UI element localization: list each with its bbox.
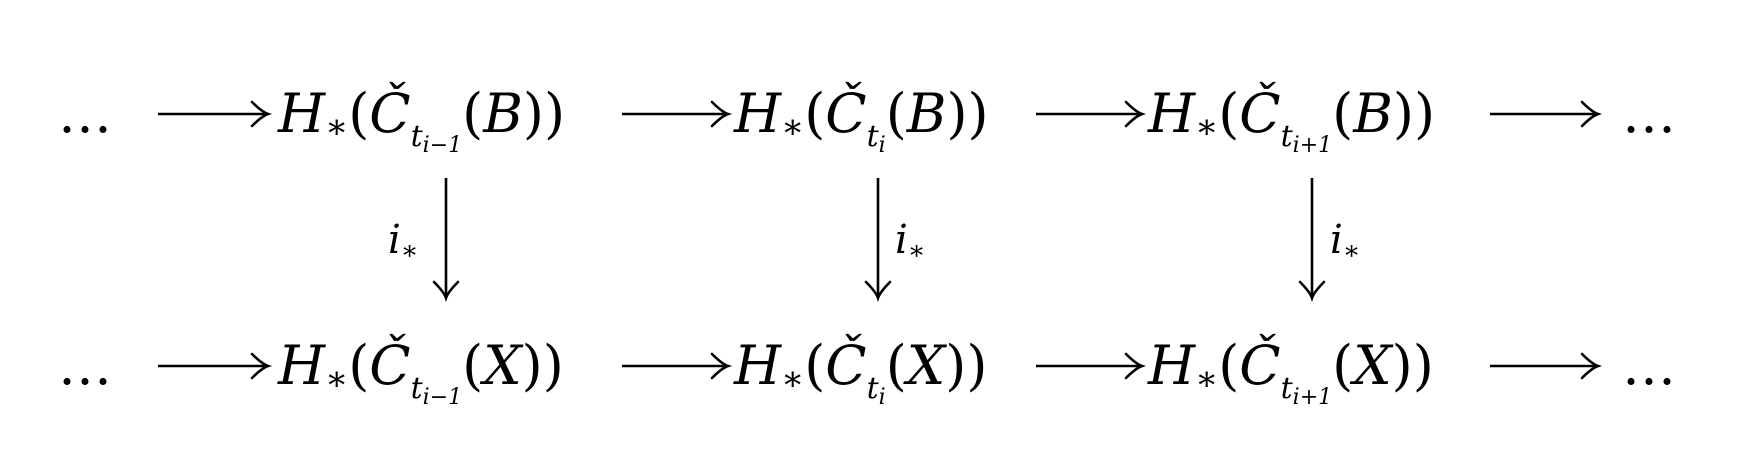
bottom-row-homology-node: H∗(Čti−1(X)) <box>278 331 564 409</box>
homology-symbol: H <box>278 82 326 145</box>
space-symbol: X <box>906 334 946 397</box>
open-paren: ( <box>348 82 370 145</box>
top-row-horizontal-arrow <box>622 100 733 128</box>
close-parens: )) <box>945 334 988 397</box>
cech-complex-symbol: Č <box>1239 82 1281 145</box>
map-label-base: i <box>388 217 401 263</box>
map-label-star: ∗ <box>907 236 926 266</box>
subscript-t: t <box>410 119 423 154</box>
open-paren: ( <box>1332 334 1354 397</box>
subscript-index: i−1 <box>422 385 463 410</box>
open-paren: ( <box>348 334 370 397</box>
close-parens: )) <box>1392 82 1436 145</box>
homology-star: ∗ <box>325 107 349 147</box>
complex-subscript: ti+1 <box>1280 371 1333 409</box>
subscript-t: t <box>410 371 423 406</box>
bottom-row-left-ellipsis: … <box>58 334 120 397</box>
open-paren: ( <box>885 82 907 145</box>
space-symbol: B <box>1353 82 1393 145</box>
subscript-index: i <box>878 385 886 410</box>
open-paren: ( <box>1218 334 1240 397</box>
subscript-t: t <box>866 119 879 154</box>
bottom-row-homology-node: H∗(Čti(X)) <box>734 331 988 409</box>
homology-symbol: H <box>1148 334 1196 397</box>
cech-complex-symbol: Č <box>369 334 411 397</box>
bottom-row-horizontal-arrow <box>158 352 273 380</box>
open-paren: ( <box>1332 82 1354 145</box>
map-label-star: ∗ <box>1342 236 1361 266</box>
homology-symbol: H <box>278 334 326 397</box>
bottom-row-horizontal-arrow <box>622 352 733 380</box>
open-paren: ( <box>462 334 484 397</box>
subscript-index: i <box>878 133 886 158</box>
homology-symbol: H <box>734 334 782 397</box>
space-symbol: X <box>483 334 522 397</box>
top-row-horizontal-arrow <box>1036 100 1147 128</box>
complex-subscript: ti <box>866 371 886 409</box>
homology-star: ∗ <box>781 359 805 399</box>
subscript-t: t <box>1280 119 1293 154</box>
vertical-map-label: i∗ <box>388 215 418 265</box>
homology-star: ∗ <box>1195 107 1219 147</box>
vertical-map-label: i∗ <box>1330 215 1360 265</box>
vertical-arrow <box>1298 178 1326 303</box>
homology-star: ∗ <box>1195 359 1219 399</box>
open-paren: ( <box>1218 82 1240 145</box>
bottom-row-homology-node: H∗(Čti+1(X)) <box>1148 331 1434 409</box>
complex-subscript: ti+1 <box>1280 119 1333 157</box>
vertical-arrow <box>864 178 892 303</box>
homology-star: ∗ <box>325 359 349 399</box>
bottom-row-horizontal-arrow <box>1036 352 1147 380</box>
subscript-index: i+1 <box>1292 133 1333 158</box>
map-label-base: i <box>1330 217 1343 263</box>
close-parens: )) <box>522 82 566 145</box>
map-label-base: i <box>895 217 908 263</box>
complex-subscript: ti <box>866 119 886 157</box>
open-paren: ( <box>885 334 907 397</box>
top-row-homology-node: H∗(Čti(B)) <box>734 79 989 157</box>
top-row-horizontal-arrow <box>158 100 273 128</box>
top-row-right-ellipsis: … <box>1622 82 1684 145</box>
complex-subscript: ti−1 <box>410 119 463 157</box>
top-row-homology-node: H∗(Čti+1(B)) <box>1148 79 1436 157</box>
top-row-homology-node: H∗(Čti−1(B)) <box>278 79 566 157</box>
bottom-row-right-ellipsis: … <box>1622 334 1684 397</box>
open-paren: ( <box>804 82 826 145</box>
bottom-row-horizontal-arrow <box>1490 352 1603 380</box>
subscript-t: t <box>1280 371 1293 406</box>
open-paren: ( <box>462 82 484 145</box>
vertical-map-label: i∗ <box>895 215 925 265</box>
cech-complex-symbol: Č <box>369 82 411 145</box>
homology-star: ∗ <box>781 107 805 147</box>
cech-complex-symbol: Č <box>825 82 867 145</box>
cech-complex-symbol: Č <box>825 334 867 397</box>
vertical-arrow <box>432 178 460 303</box>
subscript-t: t <box>866 371 879 406</box>
space-symbol: B <box>483 82 523 145</box>
space-symbol: X <box>1353 334 1392 397</box>
top-row-left-ellipsis: … <box>58 82 120 145</box>
homology-symbol: H <box>1148 82 1196 145</box>
homology-symbol: H <box>734 82 782 145</box>
space-symbol: B <box>906 82 947 145</box>
map-label-star: ∗ <box>400 236 419 266</box>
cech-complex-symbol: Č <box>1239 334 1281 397</box>
close-parens: )) <box>521 334 564 397</box>
close-parens: )) <box>946 82 989 145</box>
top-row-horizontal-arrow <box>1490 100 1603 128</box>
open-paren: ( <box>804 334 826 397</box>
subscript-index: i+1 <box>1292 385 1333 410</box>
subscript-index: i−1 <box>422 133 463 158</box>
close-parens: )) <box>1391 334 1434 397</box>
complex-subscript: ti−1 <box>410 371 463 409</box>
